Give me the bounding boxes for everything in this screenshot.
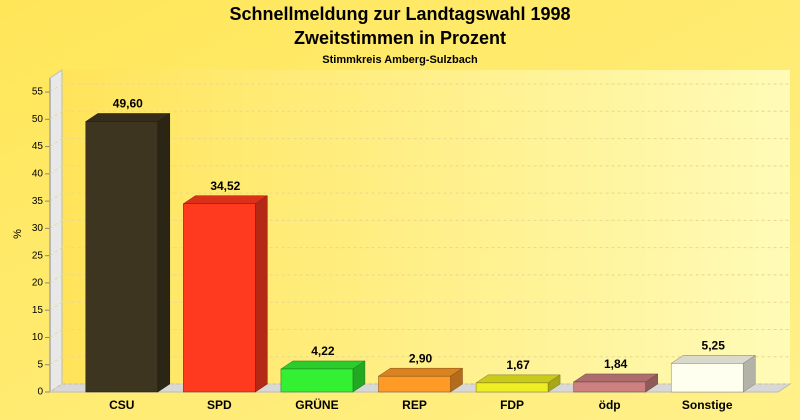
y-tick-label: 40 (32, 168, 44, 179)
y-tick-label: 45 (32, 141, 44, 152)
data-label: 1,67 (506, 358, 530, 372)
chart-title: Schnellmeldung zur Landtagswahl 1998 (229, 4, 570, 24)
y-tick-label: 5 (37, 359, 43, 370)
bar (670, 363, 744, 393)
data-label: 1,84 (604, 357, 628, 371)
bar-side (255, 195, 268, 393)
bar-side (157, 113, 171, 393)
grid-line (49, 274, 790, 284)
x-tick-label: Sonstige (682, 398, 733, 412)
y-tick-label: 50 (32, 114, 44, 125)
data-label: 49,60 (113, 97, 143, 111)
bar-top (670, 355, 757, 364)
grid-line (49, 138, 790, 147)
grid-line (49, 165, 790, 175)
bar (378, 375, 451, 393)
grid-line (49, 247, 790, 257)
bar-top (182, 195, 269, 204)
bar-top (377, 367, 464, 377)
chart-title: Zweitstimmen in Prozent (294, 28, 506, 48)
bar (573, 381, 646, 393)
data-label: 5,25 (702, 339, 726, 353)
y-tick-label: 30 (32, 223, 44, 234)
grid-line (49, 356, 790, 366)
grid-line (49, 83, 790, 93)
x-tick-label: FDP (500, 398, 524, 412)
back-wall (62, 70, 790, 384)
bar (280, 368, 354, 393)
y-tick-label: 15 (32, 305, 44, 316)
y-tick-label: 0 (37, 387, 43, 398)
grid-line (49, 219, 790, 229)
bar-top (572, 373, 659, 383)
bar-top (280, 360, 366, 370)
x-tick-label: ödp (599, 398, 621, 412)
x-tick-label: REP (402, 398, 427, 412)
grid-line (49, 192, 790, 202)
x-tick-label: GRÜNE (295, 397, 338, 412)
grid-line (49, 301, 790, 311)
grid-line (49, 110, 790, 120)
bar (475, 382, 549, 393)
y-tick-label: 25 (32, 250, 44, 261)
data-label: 34,52 (210, 179, 240, 193)
x-tick-label: SPD (207, 398, 232, 412)
chart-subtitle: Stimmkreis Amberg-Sulzbach (322, 54, 478, 66)
bar-top (84, 113, 171, 122)
bar (85, 121, 159, 393)
y-tick-label: 10 (32, 332, 44, 343)
y-tick-label: 35 (32, 196, 44, 207)
y-tick-label: 20 (32, 278, 44, 289)
grid-line (49, 328, 790, 338)
bar (183, 203, 256, 393)
x-tick-label: CSU (109, 398, 134, 412)
bar-top (475, 374, 561, 384)
data-label: 2,90 (409, 351, 433, 365)
y-axis-label: % (12, 229, 24, 239)
y-tick-label: 55 (32, 87, 44, 98)
data-label: 4,22 (311, 344, 335, 358)
